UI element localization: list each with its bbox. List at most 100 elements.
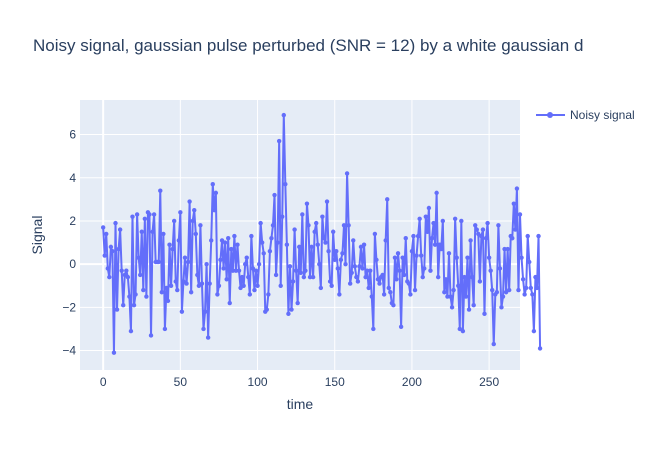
data-point xyxy=(244,255,249,260)
data-point xyxy=(219,238,225,243)
data-point xyxy=(363,274,368,280)
data-point xyxy=(212,207,217,213)
data-point xyxy=(184,281,189,286)
data-point xyxy=(210,182,215,187)
data-point xyxy=(531,328,537,334)
legend[interactable]: Noisy signal xyxy=(536,108,635,122)
data-point xyxy=(482,311,487,317)
data-point xyxy=(327,279,333,284)
data-point xyxy=(434,190,439,196)
data-point xyxy=(201,326,206,332)
data-point xyxy=(432,242,438,247)
data-point xyxy=(230,268,236,273)
x-axis-title: time xyxy=(287,396,314,412)
data-point xyxy=(513,227,518,232)
data-point xyxy=(476,231,481,237)
data-point xyxy=(255,283,260,288)
data-point xyxy=(168,283,174,288)
data-point xyxy=(528,285,534,291)
data-point xyxy=(188,290,194,295)
data-point xyxy=(448,294,453,299)
data-point xyxy=(536,233,541,239)
data-point xyxy=(104,231,109,237)
y-tick-label: 4 xyxy=(69,171,76,185)
data-point xyxy=(159,290,165,295)
data-point xyxy=(321,236,327,241)
data-point xyxy=(289,307,294,312)
data-point xyxy=(462,274,467,280)
data-point xyxy=(232,233,237,239)
data-point xyxy=(192,207,197,213)
data-point xyxy=(278,283,283,288)
series-noisy-signal xyxy=(100,112,543,355)
data-point xyxy=(366,285,371,291)
data-point xyxy=(290,279,296,284)
data-point xyxy=(375,277,381,282)
data-point xyxy=(323,240,328,245)
data-point xyxy=(334,249,339,254)
data-point xyxy=(276,138,282,144)
data-point xyxy=(374,257,379,263)
data-point xyxy=(148,333,154,338)
data-point xyxy=(269,236,274,241)
data-point xyxy=(397,268,402,273)
data-point xyxy=(136,255,141,260)
data-point xyxy=(343,261,348,267)
data-point xyxy=(371,326,376,332)
data-point xyxy=(355,279,361,284)
data-point xyxy=(216,283,222,288)
data-point xyxy=(270,223,276,228)
data-point xyxy=(209,238,214,243)
data-point xyxy=(105,266,110,271)
data-point xyxy=(360,266,365,271)
data-point xyxy=(449,305,455,310)
x-tick-label: 150 xyxy=(325,375,345,389)
data-point xyxy=(284,242,290,247)
data-point xyxy=(238,285,243,291)
data-point xyxy=(161,231,166,237)
x-tick-label: 200 xyxy=(402,375,422,389)
data-point xyxy=(179,309,185,314)
data-point xyxy=(335,266,341,271)
data-point xyxy=(422,266,427,271)
data-point xyxy=(181,279,186,284)
data-point xyxy=(395,251,401,256)
data-point xyxy=(292,227,297,232)
data-point xyxy=(235,242,240,247)
x-tick-label: 50 xyxy=(174,375,188,389)
data-point xyxy=(195,272,200,278)
data-point xyxy=(332,257,337,263)
data-point xyxy=(241,283,246,288)
data-point xyxy=(121,303,126,308)
data-point xyxy=(134,212,140,217)
data-point xyxy=(113,220,118,226)
data-point xyxy=(156,259,161,265)
data-point xyxy=(326,249,331,254)
data-point xyxy=(417,216,422,221)
data-point xyxy=(242,261,248,267)
data-point xyxy=(426,205,432,211)
data-point xyxy=(312,229,317,234)
y-axis-ticks: −4 −2 0 2 4 6 xyxy=(62,128,76,358)
data-point xyxy=(295,300,300,306)
data-point xyxy=(352,264,358,269)
data-point xyxy=(469,274,475,280)
data-point xyxy=(442,290,447,295)
data-point xyxy=(403,236,408,241)
data-point xyxy=(465,255,470,260)
data-point xyxy=(527,259,532,265)
data-point xyxy=(298,270,303,275)
data-point xyxy=(523,285,529,291)
data-point xyxy=(377,281,382,286)
data-point xyxy=(215,292,220,297)
data-point xyxy=(300,212,305,217)
data-point xyxy=(347,281,353,286)
data-point xyxy=(499,305,504,310)
data-point xyxy=(530,292,535,297)
data-point xyxy=(275,240,280,245)
data-point xyxy=(398,324,404,329)
data-point xyxy=(303,268,308,273)
data-point xyxy=(306,223,311,228)
data-point xyxy=(310,274,316,280)
data-point xyxy=(456,283,461,288)
